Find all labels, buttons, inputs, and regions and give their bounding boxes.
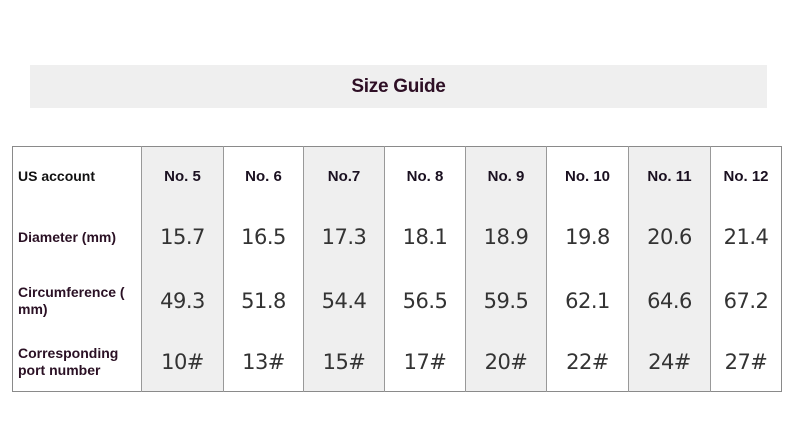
diameter-cell: 21.4: [710, 205, 782, 269]
circumference-row: Circumference ( mm) 49.3 51.8 54.4 56.5 59.5…: [13, 268, 782, 333]
port-number-cell: 20#: [465, 332, 547, 392]
size-header-cell: No.7: [303, 146, 385, 206]
size-header-cell: No. 12: [710, 146, 782, 206]
port-number-cell: 13#: [223, 332, 304, 392]
circumference-cell: 51.8: [223, 268, 304, 333]
circumference-cell: 54.4: [303, 268, 385, 333]
port-number-cell: 24#: [628, 332, 711, 392]
size-header-cell: No. 9: [465, 146, 547, 206]
diameter-cell: 19.8: [546, 205, 629, 269]
diameter-row: Diameter (mm) 15.7 16.5 17.3 18.1 18.9 19.8 20…: [13, 205, 782, 269]
port-number-cell: 15#: [303, 332, 385, 392]
diameter-cell: 20.6: [628, 205, 711, 269]
size-header-cell: No. 8: [384, 146, 466, 206]
row-header-port-number: Corresponding port number: [18, 344, 119, 378]
size-header-cell: No. 5: [141, 146, 224, 206]
row-header-diameter: Diameter (mm): [18, 228, 117, 245]
port-number-cell: 10#: [141, 332, 224, 392]
size-header-cell: No. 11: [628, 146, 711, 206]
size-header-cell: No. 6: [223, 146, 304, 206]
row-header-us-account: US account: [18, 167, 96, 184]
row-header-circumference: Circumference ( mm): [18, 283, 125, 317]
size-guide-table: US account No. 5 No. 6 No.7 No. 8 No. 9 No. 1…: [12, 146, 782, 392]
diameter-cell: 15.7: [141, 205, 224, 269]
circumference-cell: 67.2: [710, 268, 782, 333]
circumference-cell: 49.3: [141, 268, 224, 333]
diameter-cell: 18.1: [384, 205, 466, 269]
header-row: US account No. 5 No. 6 No.7 No. 8 No. 9 No. 1…: [13, 146, 782, 206]
title-bar: Size Guide: [30, 65, 767, 108]
diameter-cell: 18.9: [465, 205, 547, 269]
port-number-cell: 22#: [546, 332, 629, 392]
circumference-cell: 62.1: [546, 268, 629, 333]
port-number-row: Corresponding port number 10# 13# 15# 17# 20…: [13, 332, 782, 392]
circumference-cell: 59.5: [465, 268, 547, 333]
circumference-cell: 64.6: [628, 268, 711, 333]
diameter-cell: 17.3: [303, 205, 385, 269]
port-number-cell: 17#: [384, 332, 466, 392]
diameter-cell: 16.5: [223, 205, 304, 269]
port-number-cell: 27#: [710, 332, 782, 392]
size-header-cell: No. 10: [546, 146, 629, 206]
circumference-cell: 56.5: [384, 268, 466, 333]
page-title: Size Guide: [351, 75, 446, 97]
